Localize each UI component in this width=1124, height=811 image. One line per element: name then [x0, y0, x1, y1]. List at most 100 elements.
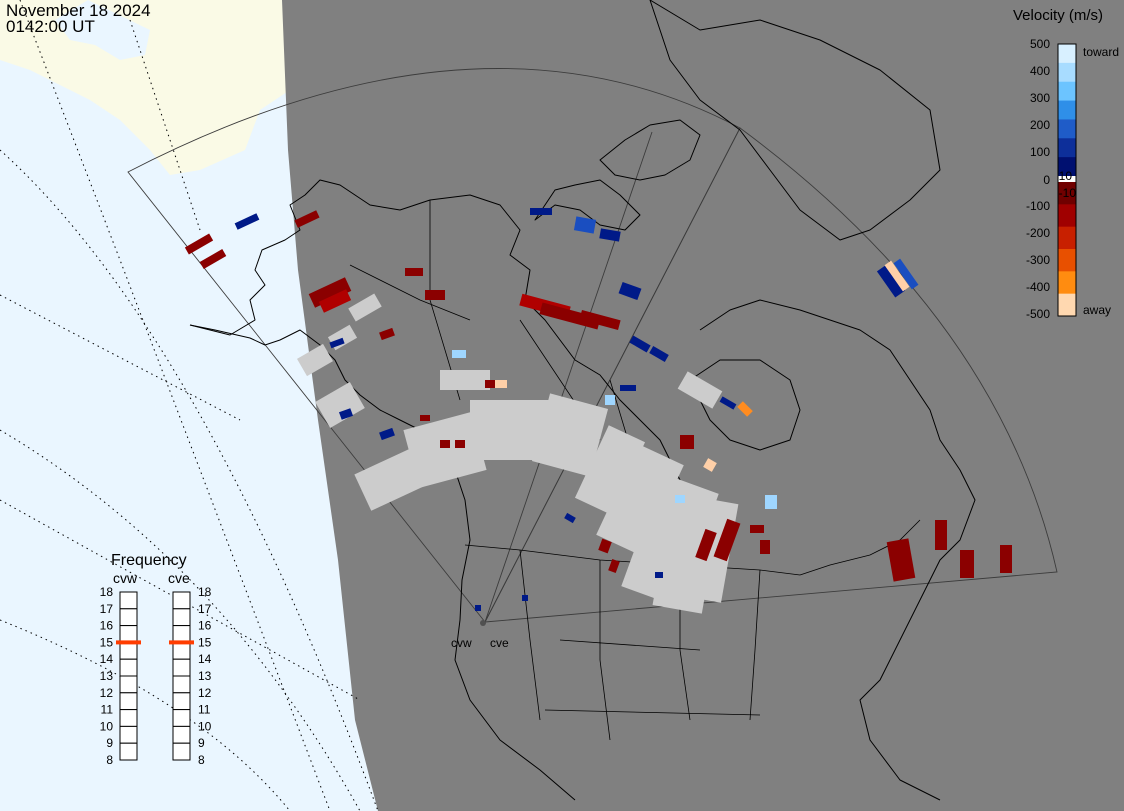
- frequency-title: Frequency: [111, 552, 187, 569]
- colorbar-swatch: [1058, 119, 1076, 139]
- grid-line: [0, 294, 241, 421]
- colorbar-swatch: [1058, 293, 1076, 317]
- velocity-cell: [750, 525, 764, 533]
- frequency-cve-label: cve: [168, 570, 190, 586]
- velocity-cell: [876, 264, 906, 298]
- east-coast: [699, 299, 976, 801]
- velocity-cell: [440, 440, 450, 448]
- colorbar-swatch: [1058, 249, 1076, 272]
- frequency-cvw-label: cvw: [113, 570, 138, 586]
- frequency-tick-cvw: 10: [100, 719, 114, 733]
- velocity-cell: [655, 572, 663, 578]
- grid-line: [19, 0, 331, 811]
- frequency-cell: [119, 742, 138, 761]
- velocity-cell: [695, 528, 717, 562]
- velocity-cell: [485, 380, 495, 388]
- velocity-cell: [598, 538, 612, 554]
- island-ellesmere: [599, 119, 701, 181]
- frequency-cell: [119, 709, 138, 727]
- colorbar-tick-label: 300: [1030, 91, 1050, 105]
- state-lines: [519, 549, 761, 741]
- grid-line: [129, 19, 201, 231]
- land-day: [0, 0, 290, 175]
- frequency-tick-cve: 12: [198, 686, 212, 700]
- frequency-tick-cve: 13: [198, 669, 212, 683]
- colorbar-tick-label: -200: [1026, 226, 1050, 240]
- frequency-tick-cvw: 15: [100, 635, 114, 649]
- velocity-cell: [475, 605, 481, 611]
- velocity-cell: [184, 233, 214, 255]
- radar-sites: cvw cve: [451, 620, 509, 650]
- velocity-cell: [234, 213, 260, 230]
- velocity-cell: [1000, 545, 1012, 573]
- velocity-cell: [719, 396, 737, 410]
- colorbar-swatch: [1058, 62, 1076, 83]
- colorbar-tick-label: -10: [1059, 186, 1077, 200]
- velocity-cell: [573, 216, 597, 234]
- velocity-cell: [338, 408, 354, 420]
- frequency-tick-cve: 10: [198, 719, 212, 733]
- frequency-panel: Frequency cvw cve 18 18 17 17 16 16 15 15 14 14 13…: [100, 552, 212, 767]
- grid-line: [0, 619, 291, 811]
- velocity-cell: [605, 395, 615, 405]
- frequency-tick-cvw: 11: [101, 703, 114, 717]
- velocity-cell: [935, 520, 947, 550]
- velocity-cell: [713, 518, 741, 562]
- frequency-cell: [172, 725, 191, 744]
- colorbar-swatch: [1058, 157, 1076, 177]
- frequency-cell: [119, 675, 138, 694]
- velocity-cell: [420, 415, 430, 421]
- velocity-cell: [318, 289, 352, 313]
- velocity-cell: [348, 293, 382, 322]
- velocity-cell: [760, 540, 770, 554]
- velocity-cell: [737, 401, 753, 417]
- date-label: November 18 2024: [6, 1, 151, 20]
- frequency-tick-cve: 9: [198, 736, 205, 750]
- island-baffin: [534, 179, 641, 231]
- radar-site-cvw: [480, 620, 486, 626]
- west-coast: [189, 324, 576, 801]
- colorbar-away-label: away: [1083, 303, 1111, 317]
- colorbar-tick-label: 100: [1030, 145, 1050, 159]
- radar-label-cvw: cvw: [451, 636, 472, 650]
- velocity-cell: [530, 208, 552, 215]
- frequency-tick-cve: 16: [198, 619, 212, 633]
- colorbar-title: Velocity (m/s): [1013, 7, 1103, 24]
- cvw-fov: [127, 68, 741, 623]
- colorbar-tick-label: -400: [1026, 280, 1050, 294]
- velocity-cell: [608, 558, 620, 574]
- velocity-cell: [455, 440, 465, 448]
- velocity-cell: [574, 425, 646, 515]
- frequency-tick-cve: 8: [198, 753, 205, 767]
- colorbar-tick-label: 200: [1030, 118, 1050, 132]
- frequency-cell: [119, 725, 138, 744]
- velocity-cell: [539, 302, 601, 330]
- frequency-cell: [119, 692, 138, 711]
- velocity-cell: [308, 277, 352, 308]
- frequency-scales: 18 18 17 17 16 16 15 15 14 14 13 13 12 12 11 11 10 10 9 9 8 8: [100, 585, 212, 767]
- colorbar-swatch: [1058, 176, 1076, 182]
- colorbar-tick-label: 10: [1059, 169, 1073, 183]
- radar-label-cve: cve: [490, 636, 509, 650]
- velocity-cell: [199, 249, 227, 269]
- velocity-cell: [599, 228, 621, 242]
- colorbar-swatch: [1058, 81, 1076, 102]
- velocity-cell: [522, 595, 528, 601]
- colorbar-swatch: [1058, 100, 1076, 120]
- frequency-tick-cvw: 8: [106, 753, 113, 767]
- colorbar-tick-label: 500: [1030, 37, 1050, 51]
- frequency-cell: [119, 591, 138, 610]
- frequency-cell: [172, 608, 191, 627]
- frequency-cell: [172, 692, 191, 711]
- us-canada-border-east: [799, 519, 921, 576]
- velocity-cell: [354, 449, 426, 511]
- velocity-cell: [649, 346, 669, 362]
- frequency-tick-cvw: 16: [100, 619, 114, 633]
- velocity-cell: [886, 538, 916, 582]
- colorbar-tick-label: 400: [1030, 64, 1050, 78]
- frequency-cell: [119, 608, 138, 627]
- frequency-tick-cvw: 17: [100, 602, 114, 616]
- frequency-cell: [172, 709, 191, 727]
- velocity-cell: [405, 268, 423, 276]
